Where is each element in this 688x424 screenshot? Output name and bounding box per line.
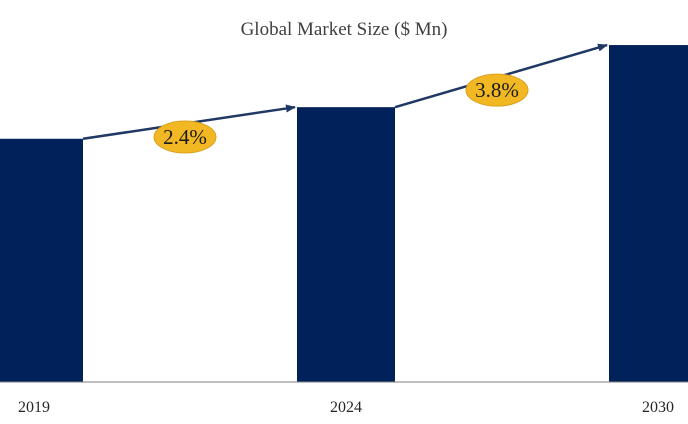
bars-layer <box>0 45 688 383</box>
x-tick-label-2024: 2024 <box>330 399 362 416</box>
bar-2030 <box>609 45 688 382</box>
bar-2024 <box>297 107 395 383</box>
cagr-label-2: 3.8% <box>475 78 519 102</box>
x-tick-label-2019: 2019 <box>18 399 50 416</box>
cagr-badge-2 <box>465 73 529 107</box>
x-tick-labels: 2019 2024 2030 <box>18 399 674 416</box>
chart-title: Global Market Size ($ Mn) <box>241 19 448 40</box>
x-tick-label-2030: 2030 <box>642 399 674 416</box>
cagr-annotations: 2.4% 3.8% <box>82 43 608 154</box>
cagr-badge-1 <box>153 120 217 154</box>
bar-2019 <box>0 138 83 382</box>
cagr-label-1: 2.4% <box>163 125 207 149</box>
